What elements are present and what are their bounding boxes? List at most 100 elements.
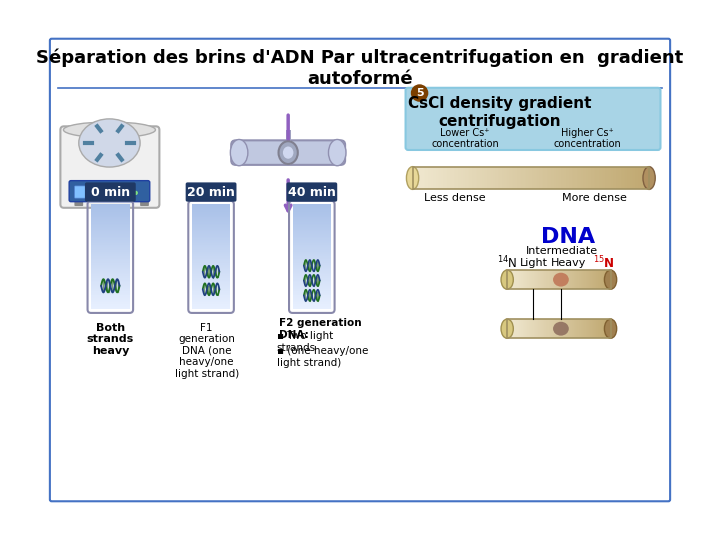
- Bar: [560, 319, 562, 339]
- Bar: [569, 167, 571, 190]
- Bar: [646, 167, 648, 190]
- Bar: [586, 270, 588, 289]
- Bar: [602, 319, 604, 339]
- Bar: [292, 303, 331, 304]
- Bar: [546, 270, 548, 289]
- Bar: [192, 272, 230, 273]
- Bar: [192, 267, 230, 268]
- Bar: [492, 167, 493, 190]
- Bar: [292, 215, 331, 217]
- Bar: [192, 233, 230, 234]
- Bar: [464, 167, 467, 190]
- Bar: [471, 167, 473, 190]
- Bar: [456, 167, 459, 190]
- Bar: [509, 270, 510, 289]
- Bar: [292, 308, 331, 309]
- Text: F1
generation
DNA (one
heavy/one
light strand): F1 generation DNA (one heavy/one light s…: [174, 322, 239, 379]
- Bar: [447, 167, 449, 190]
- Bar: [588, 167, 590, 190]
- Bar: [91, 235, 130, 236]
- Bar: [192, 303, 230, 304]
- Bar: [192, 249, 230, 250]
- Bar: [292, 297, 331, 298]
- Bar: [91, 207, 130, 208]
- Bar: [605, 167, 607, 190]
- Bar: [603, 167, 606, 190]
- Bar: [192, 285, 230, 286]
- Bar: [91, 286, 130, 287]
- Bar: [537, 167, 539, 190]
- Bar: [91, 300, 130, 301]
- Bar: [292, 290, 331, 291]
- Bar: [91, 267, 130, 268]
- Bar: [413, 167, 649, 190]
- Bar: [292, 211, 331, 212]
- Bar: [523, 319, 525, 339]
- Bar: [468, 167, 469, 190]
- Bar: [91, 265, 130, 266]
- Bar: [91, 254, 130, 255]
- Bar: [192, 215, 230, 217]
- Bar: [292, 207, 331, 208]
- Bar: [509, 167, 510, 190]
- Ellipse shape: [78, 119, 140, 167]
- Bar: [292, 300, 331, 301]
- Bar: [596, 319, 598, 339]
- Bar: [292, 270, 331, 271]
- Bar: [513, 319, 514, 339]
- Bar: [91, 256, 130, 258]
- FancyBboxPatch shape: [60, 126, 159, 208]
- Bar: [578, 319, 580, 339]
- Bar: [91, 263, 130, 264]
- Bar: [542, 270, 544, 289]
- Bar: [192, 261, 230, 262]
- Bar: [192, 281, 230, 282]
- Bar: [91, 228, 130, 230]
- Bar: [192, 251, 230, 253]
- Bar: [292, 248, 331, 249]
- Bar: [556, 270, 557, 289]
- Bar: [192, 211, 230, 212]
- Bar: [546, 319, 547, 339]
- Bar: [474, 167, 476, 190]
- Bar: [91, 286, 130, 287]
- Bar: [513, 270, 514, 289]
- Bar: [608, 167, 610, 190]
- Bar: [572, 167, 574, 190]
- Bar: [540, 167, 542, 190]
- Bar: [192, 206, 230, 207]
- Bar: [522, 270, 523, 289]
- Bar: [192, 305, 230, 306]
- Bar: [91, 255, 130, 256]
- Bar: [598, 270, 600, 289]
- Bar: [292, 210, 331, 211]
- Bar: [544, 167, 546, 190]
- Bar: [192, 207, 230, 208]
- Bar: [544, 319, 546, 339]
- Bar: [428, 167, 431, 190]
- Bar: [525, 319, 526, 339]
- Bar: [544, 270, 545, 289]
- Bar: [550, 167, 552, 190]
- Bar: [292, 213, 331, 214]
- Bar: [91, 248, 130, 249]
- Bar: [91, 210, 130, 211]
- Bar: [292, 286, 331, 287]
- Bar: [292, 224, 331, 225]
- Bar: [292, 295, 331, 296]
- Bar: [91, 249, 130, 250]
- Text: DNA: DNA: [541, 227, 595, 247]
- Bar: [518, 319, 519, 339]
- Bar: [538, 270, 540, 289]
- FancyBboxPatch shape: [140, 199, 149, 206]
- Bar: [600, 270, 602, 289]
- Bar: [292, 237, 331, 238]
- FancyBboxPatch shape: [231, 140, 345, 165]
- FancyBboxPatch shape: [186, 183, 236, 201]
- Bar: [549, 319, 551, 339]
- Bar: [192, 300, 230, 301]
- Bar: [570, 167, 572, 190]
- Bar: [520, 270, 521, 289]
- Bar: [507, 319, 611, 339]
- Bar: [603, 319, 605, 339]
